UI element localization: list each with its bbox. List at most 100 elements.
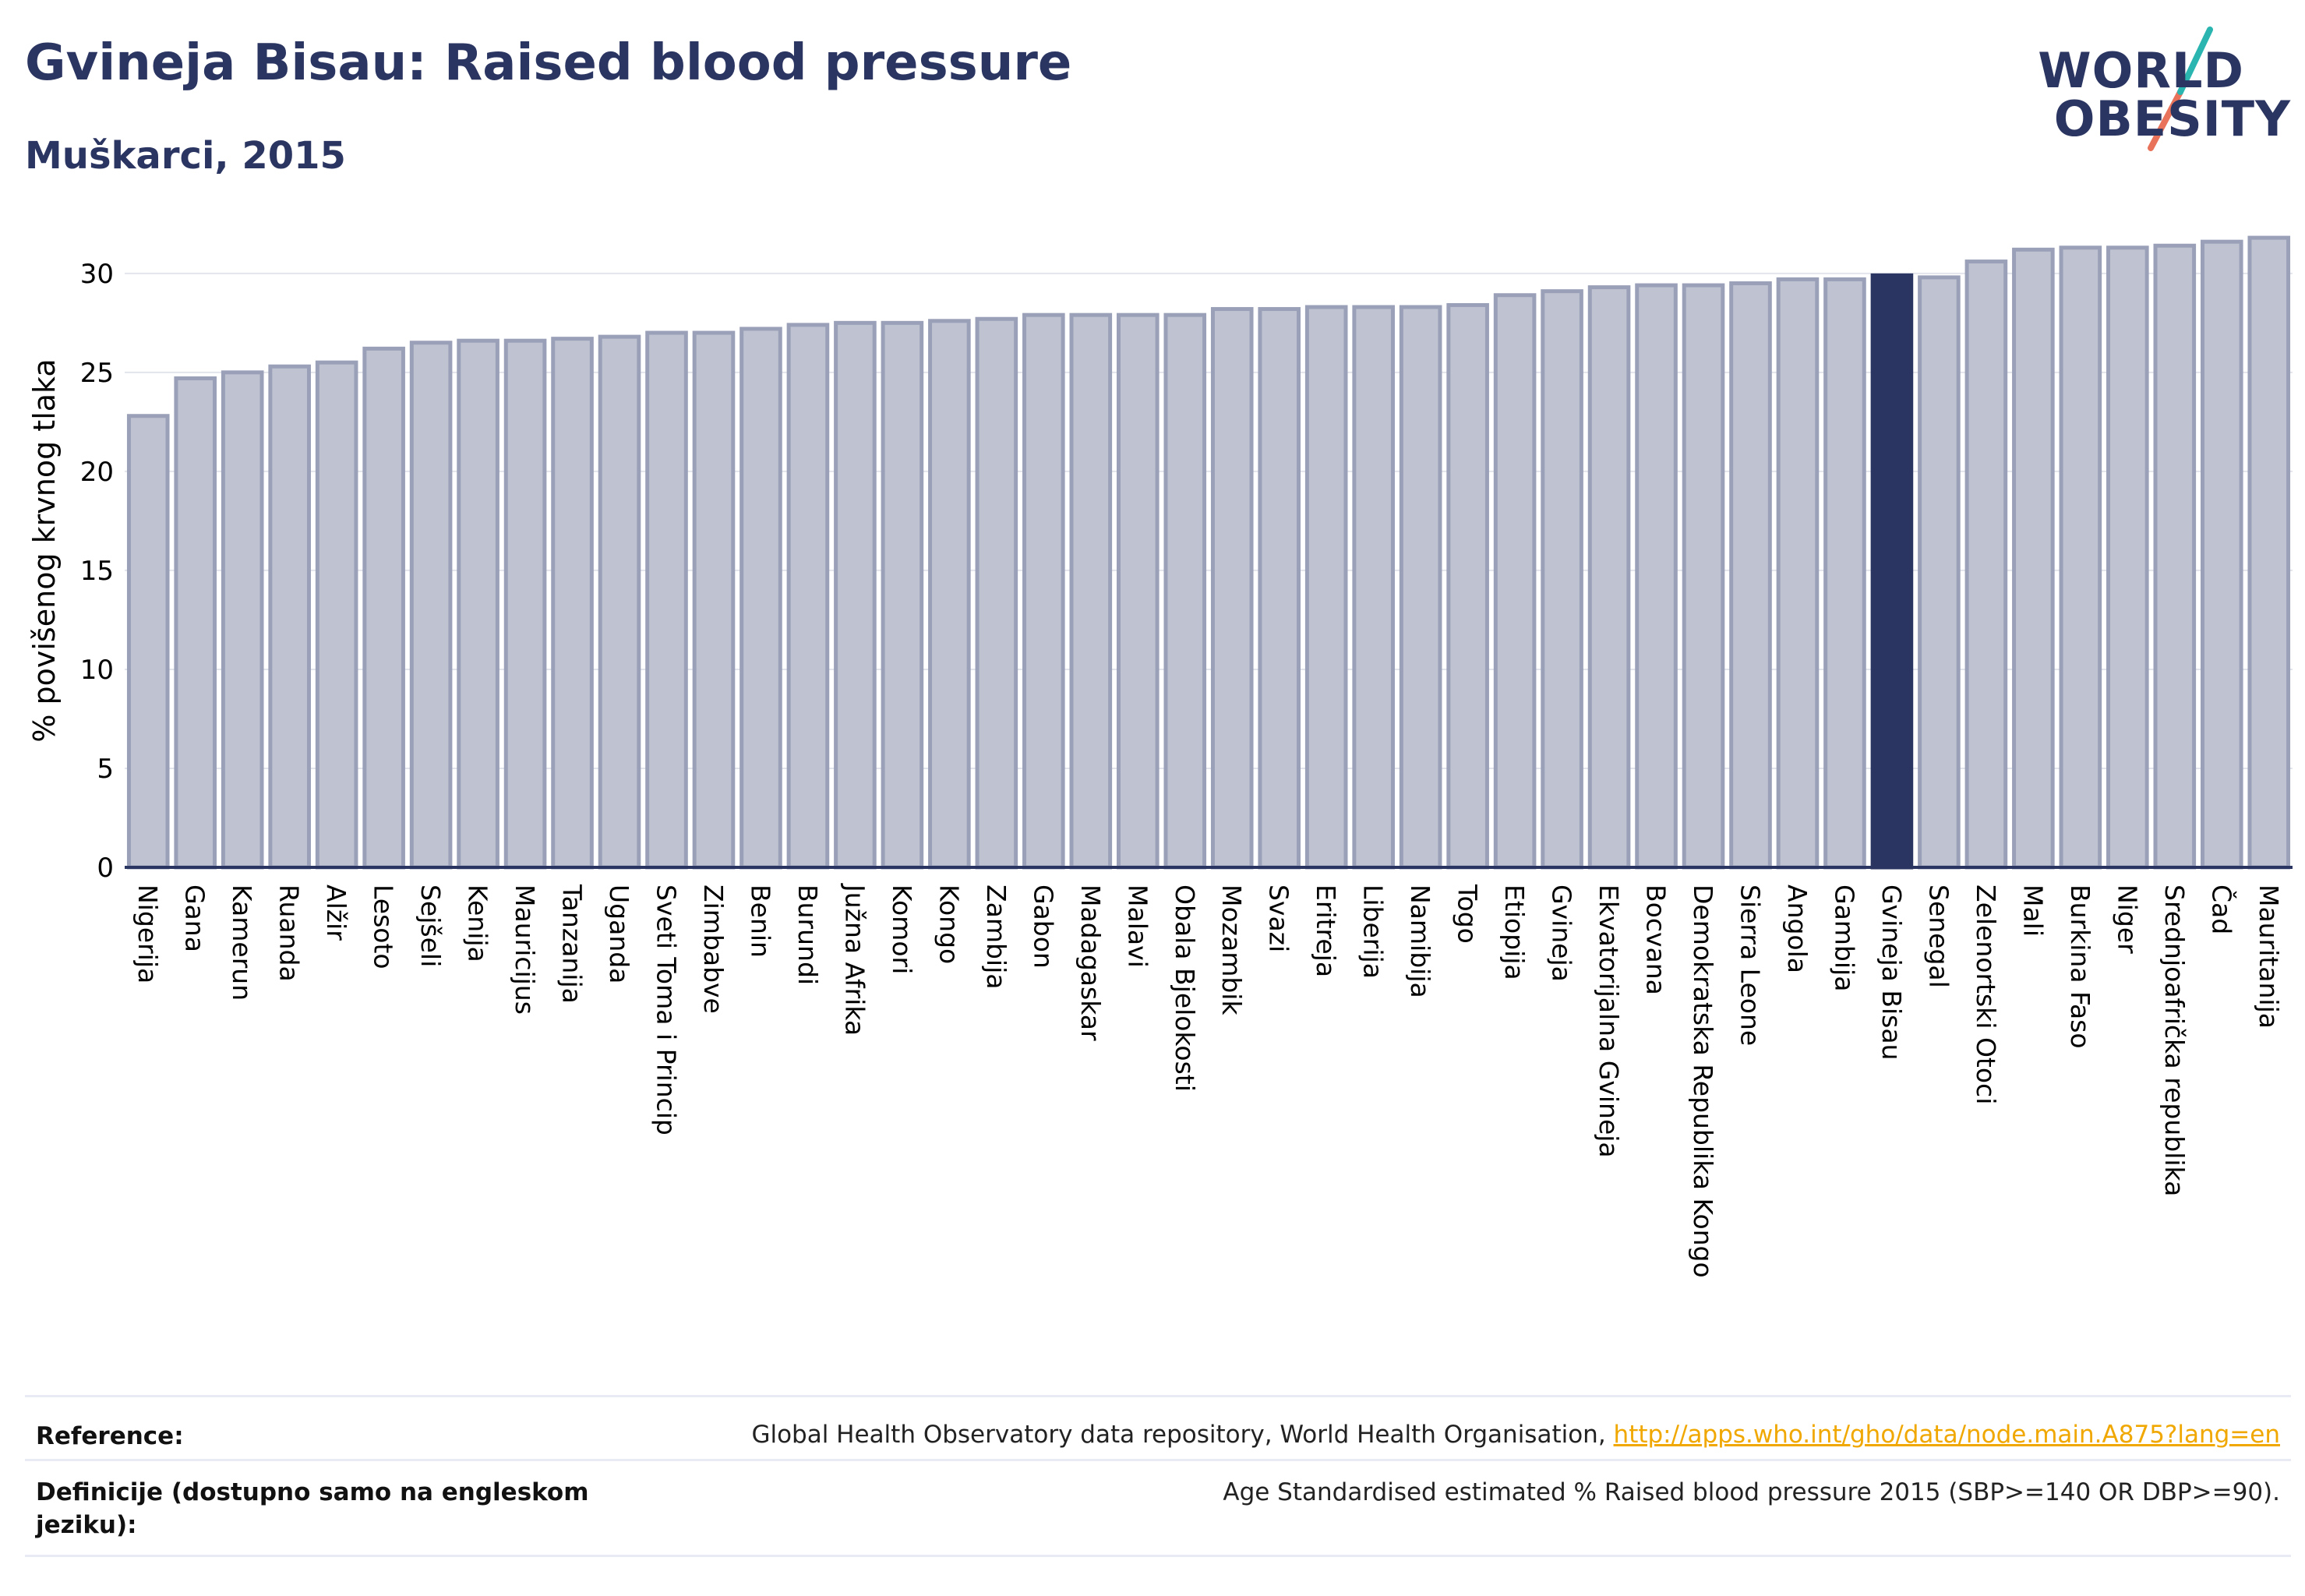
bar xyxy=(1352,305,1395,870)
x-tick-label: Sveti Toma i Princip xyxy=(651,885,682,1135)
x-tick-label: Gambija xyxy=(1829,885,1859,991)
x-tick-label: Lesoto xyxy=(369,885,399,969)
bar xyxy=(174,376,217,870)
definition-label: Definicije (dostupno samo na engleskom j… xyxy=(36,1478,589,1539)
x-tick-label: Alžir xyxy=(321,885,351,941)
x-tick-label: Obala Bjelokosti xyxy=(1170,885,1200,1092)
bar xyxy=(1964,260,2008,870)
bar xyxy=(1682,283,1725,870)
x-tick-label: Gana xyxy=(180,885,210,952)
x-tick-label: Mauritanija xyxy=(2254,885,2284,1029)
y-tick-label: 30 xyxy=(80,259,114,290)
x-tick-label: Gabon xyxy=(1028,885,1058,969)
bar xyxy=(1823,277,1866,870)
reference-text: Global Health Observatory data repositor… xyxy=(751,1421,1614,1449)
x-tick-label: Togo xyxy=(1453,884,1483,944)
bar xyxy=(315,360,358,870)
bar xyxy=(975,316,1018,870)
x-tick-label: Mozambik xyxy=(1216,885,1247,1015)
bar-chart: 0 5 10 15 20 25 30 Nigerija Gana Kamerun Ruanda Al… xyxy=(27,235,2293,1278)
x-tick-label: Nigerija xyxy=(132,885,163,983)
bars-layer xyxy=(126,235,2291,870)
x-tick-label: Tanzanija xyxy=(557,884,588,1004)
x-tick-label: Kenija xyxy=(463,885,493,962)
bar xyxy=(503,338,547,870)
bar xyxy=(457,338,499,870)
x-tick-label: Malavi xyxy=(1122,885,1152,968)
bar xyxy=(2247,235,2291,870)
bar xyxy=(1210,307,1254,870)
bar xyxy=(2106,245,2149,870)
x-tick-label: Uganda xyxy=(604,885,634,983)
bar xyxy=(598,334,641,870)
footer-definition-row: Definicije (dostupno samo na engleskom j… xyxy=(25,1459,2291,1557)
chart-subtitle: Muškarci, 2015 xyxy=(25,134,346,178)
x-tick-label: Namibija xyxy=(1405,885,1435,998)
bar-highlight xyxy=(1870,273,1914,870)
y-tick-label: 20 xyxy=(80,457,114,488)
bar xyxy=(1541,289,1583,870)
x-tick-label: Zimbabve xyxy=(698,885,729,1014)
bar xyxy=(221,370,264,870)
x-tick-label: Burundi xyxy=(792,885,823,985)
bar xyxy=(645,330,688,870)
y-tick-label: 25 xyxy=(80,358,114,389)
footer: Reference: Global Health Observatory dat… xyxy=(25,1395,2291,1559)
bar xyxy=(126,414,170,870)
reference-value: Global Health Observatory data repositor… xyxy=(751,1421,2280,1449)
x-tick-label: Svazi xyxy=(1264,885,1294,952)
bar xyxy=(2059,245,2102,870)
x-tick-label: Bocvana xyxy=(1641,885,1671,995)
x-tick-label: Zambija xyxy=(981,885,1011,989)
bar xyxy=(2012,247,2055,870)
x-tick-label: Senegal xyxy=(1923,885,1954,988)
x-tick-label: Ruanda xyxy=(274,885,305,982)
bar xyxy=(1446,302,1489,870)
bar xyxy=(1258,307,1301,870)
x-tick-label: Kongo xyxy=(934,885,964,964)
x-tick-label: Sierra Leone xyxy=(1735,885,1766,1046)
bar xyxy=(1587,285,1631,870)
bar xyxy=(1022,312,1065,870)
logo-text-world: WORLD xyxy=(2038,42,2244,99)
bar xyxy=(928,319,971,870)
x-tick-label: Mali xyxy=(2017,885,2048,937)
bar xyxy=(881,320,924,870)
x-tick-label: Komori xyxy=(887,885,917,974)
x-tick-label: Benin xyxy=(745,885,775,958)
y-tick-label: 10 xyxy=(80,655,114,686)
definition-value: Age Standardised estimated % Raised bloo… xyxy=(1223,1478,2280,1506)
x-tick-label: Srednjoafrička republika xyxy=(2159,885,2190,1196)
bar xyxy=(1918,275,1961,870)
y-tick-label: 5 xyxy=(97,754,114,785)
reference-link[interactable]: http://apps.who.int/gho/data/node.main.A… xyxy=(1613,1421,2280,1449)
x-tick-label: Eritreja xyxy=(1311,885,1341,977)
x-tick-label: Niger xyxy=(2112,885,2142,954)
y-tick-label: 0 xyxy=(97,853,114,884)
bar xyxy=(551,337,594,870)
bar xyxy=(1116,312,1160,870)
y-axis-label: % povišenog krvnog tlaka xyxy=(27,358,62,742)
x-tick-label: Zelenortski Otoci xyxy=(1971,885,2001,1104)
x-tick-label: Gvineja xyxy=(1547,885,1577,982)
x-tick-label: Madagaskar xyxy=(1075,885,1106,1041)
bar xyxy=(1304,305,1348,870)
world-obesity-logo: WORLD OBESITY xyxy=(2038,23,2291,164)
bar xyxy=(834,320,877,870)
logo-slash-icon xyxy=(2148,26,2213,151)
bar xyxy=(1069,312,1113,870)
bar xyxy=(692,330,736,870)
bar xyxy=(1399,305,1442,870)
chart-title: Gvineja Bisau: Raised blood pressure xyxy=(25,34,1072,92)
bar xyxy=(1163,312,1207,870)
x-tick-label: Demokratska Republika Kongo xyxy=(1688,885,1718,1278)
x-tick-label: Liberija xyxy=(1358,885,1389,979)
bar xyxy=(409,341,453,870)
x-tick-label: Mauricijus xyxy=(510,885,540,1015)
labels-layer: Nigerija Gana Kamerun Ruanda Alžir Lesoto Sejš… xyxy=(132,883,2284,1278)
logo-text-obesity: OBESITY xyxy=(2053,90,2291,147)
bar xyxy=(362,346,405,870)
x-tick-label: Gvineja Bisau xyxy=(1876,885,1907,1061)
bar xyxy=(268,364,311,870)
